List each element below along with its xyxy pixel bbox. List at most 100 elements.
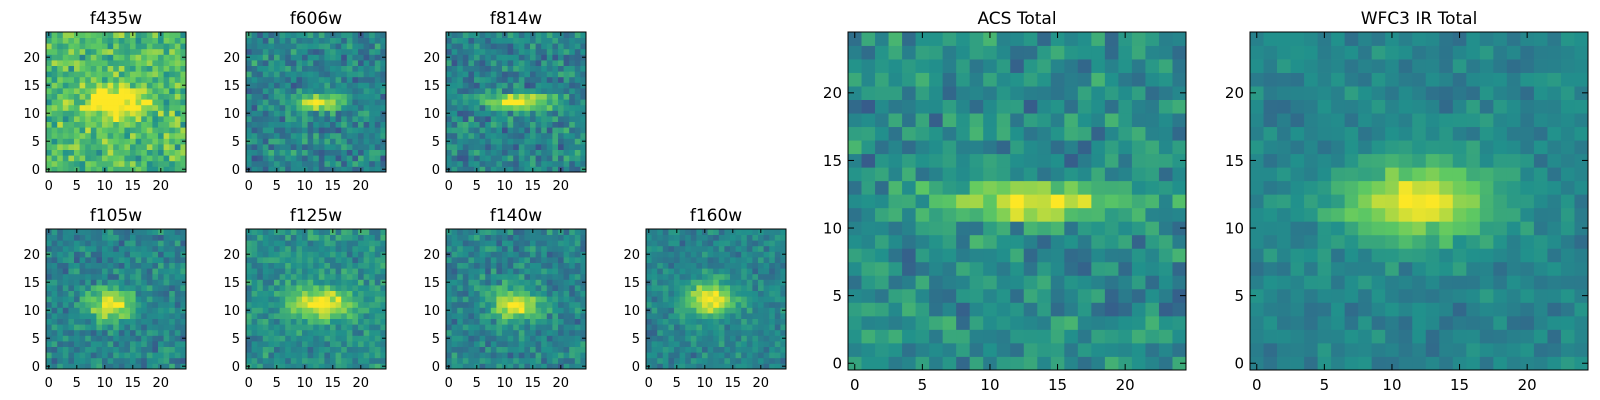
- heatmap-cell: [730, 257, 736, 263]
- heatmap-cell: [135, 251, 142, 258]
- heatmap-cell: [279, 268, 286, 275]
- heatmap-cell: [74, 149, 80, 156]
- heatmap-cell: [90, 352, 97, 359]
- heatmap-cell: [524, 166, 531, 173]
- heatmap-cell: [174, 99, 181, 106]
- heatmap-cell: [96, 324, 103, 331]
- heatmap-cell: [574, 127, 581, 134]
- heatmap-cell: [446, 240, 452, 247]
- heatmap-cell: [96, 352, 103, 359]
- heatmap-cell: [563, 54, 570, 61]
- heatmap-cell: [541, 229, 548, 235]
- heatmap-cell: [290, 290, 297, 297]
- heatmap-cell: [468, 301, 475, 308]
- heatmap-cell: [690, 245, 697, 252]
- heatmap-cell: [1023, 275, 1038, 290]
- heatmap-cell: [346, 273, 353, 280]
- heatmap-cell: [51, 307, 58, 314]
- heatmap-cell: [730, 324, 736, 331]
- heatmap-cell: [113, 121, 120, 128]
- heatmap-cell: [769, 307, 776, 314]
- heatmap-cell: [479, 82, 486, 89]
- heatmap-cell: [313, 341, 320, 347]
- heatmap-cell: [113, 127, 120, 134]
- heatmap-cell: [46, 313, 52, 319]
- heatmap-cell: [380, 313, 387, 319]
- heatmap-cell: [690, 341, 697, 347]
- heatmap-cell: [141, 116, 148, 122]
- heatmap-cell: [563, 60, 570, 66]
- heatmap-cell: [513, 296, 520, 303]
- heatmap-cell: [335, 273, 342, 280]
- heatmap-cell: [262, 285, 269, 291]
- heatmap-cell: [146, 324, 153, 331]
- heatmap-cell: [462, 144, 469, 150]
- heatmap-cell: [541, 301, 548, 308]
- heatmap-cell: [341, 110, 348, 117]
- heatmap-cell: [152, 318, 159, 325]
- heatmap-cell: [490, 335, 497, 342]
- heatmap-cell: [1172, 221, 1187, 236]
- heatmap-cell: [180, 32, 187, 38]
- heatmap-cell: [718, 285, 725, 291]
- heatmap-cell: [369, 65, 376, 72]
- heatmap-cell: [51, 341, 58, 347]
- heatmap-cell: [574, 273, 581, 280]
- y-tick-label: 0: [432, 360, 440, 375]
- heatmap-cell: [257, 357, 264, 364]
- heatmap-cell: [85, 160, 92, 167]
- heatmap-cell: [90, 301, 97, 308]
- heatmap-cell: [530, 234, 536, 241]
- heatmap-cell: [257, 43, 264, 50]
- heatmap-cell: [902, 167, 916, 182]
- heatmap-cell: [707, 313, 714, 319]
- heatmap-cell: [302, 104, 308, 111]
- heatmap-cell: [1131, 261, 1146, 276]
- heatmap-cell: [380, 32, 387, 38]
- heatmap-cell: [769, 229, 776, 235]
- heatmap-cell: [358, 76, 364, 83]
- heatmap-cell: [861, 153, 876, 168]
- heatmap-cell: [57, 60, 64, 66]
- heatmap-cell: [468, 363, 475, 370]
- heatmap-cell: [96, 229, 103, 235]
- heatmap-cell: [79, 352, 86, 359]
- heatmap-cell: [651, 352, 658, 359]
- heatmap-cell: [369, 285, 376, 291]
- heatmap-cell: [780, 229, 787, 235]
- heatmap-cell: [324, 88, 331, 94]
- heatmap-cell: [369, 60, 376, 66]
- heatmap-cell: [130, 245, 136, 252]
- heatmap-cell: [674, 307, 680, 314]
- heatmap-cell: [90, 65, 97, 72]
- heatmap-cell: [569, 341, 576, 347]
- heatmap-cell: [363, 144, 370, 150]
- heatmap-cell: [130, 65, 136, 72]
- heatmap-cell: [763, 307, 770, 314]
- heatmap-cell: [485, 363, 492, 370]
- heatmap-cell: [462, 301, 469, 308]
- heatmap-cell: [262, 82, 269, 89]
- heatmap-cell: [474, 335, 480, 342]
- heatmap-cell: [180, 48, 187, 55]
- heatmap-cell: [285, 290, 292, 297]
- heatmap-cell: [146, 301, 153, 308]
- heatmap-cell: [490, 318, 497, 325]
- heatmap-cell: [496, 160, 503, 167]
- heatmap-cell: [68, 71, 75, 78]
- heatmap-cell: [848, 302, 862, 317]
- heatmap-cell: [580, 262, 587, 269]
- heatmap-cell: [558, 245, 564, 252]
- heatmap-cell: [257, 279, 264, 286]
- heatmap-cell: [707, 352, 714, 359]
- heatmap-cell: [468, 234, 475, 241]
- heatmap-cell: [724, 318, 731, 325]
- heatmap-cell: [507, 144, 514, 150]
- heatmap-cell: [679, 229, 686, 235]
- heatmap-cell: [374, 262, 381, 269]
- heatmap-cell: [163, 324, 170, 331]
- heatmap-cell: [251, 76, 258, 83]
- heatmap-cell: [696, 296, 703, 303]
- heatmap-cell: [552, 121, 559, 128]
- heatmap-cell: [485, 88, 492, 94]
